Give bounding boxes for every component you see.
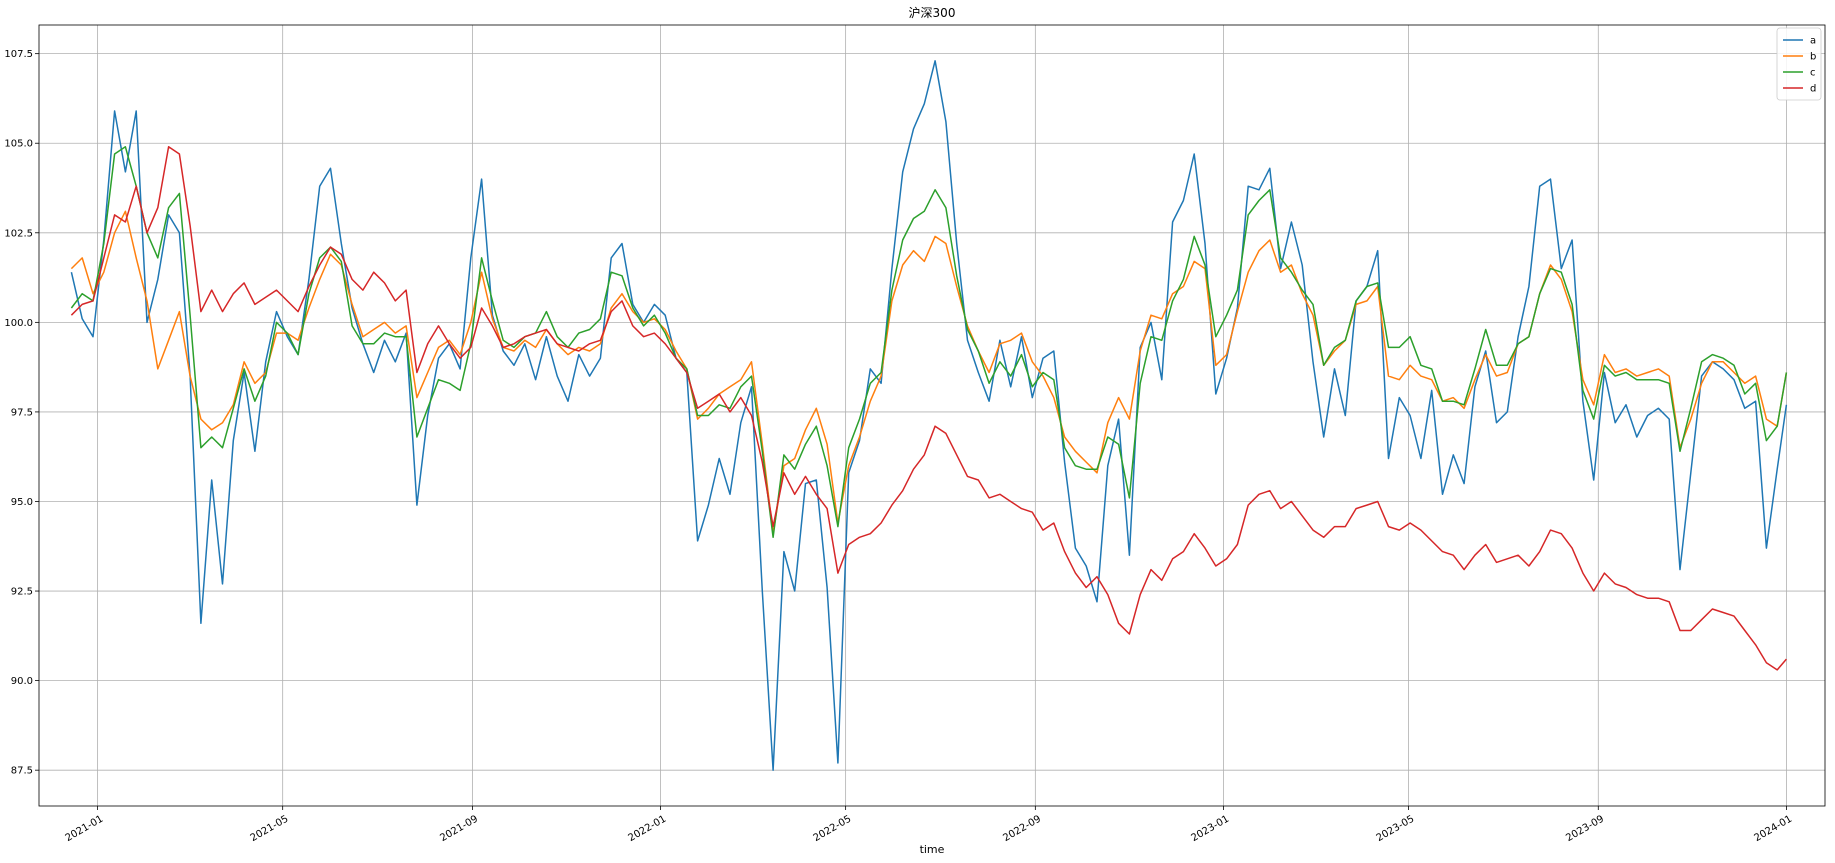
y-tick-label: 95.0 xyxy=(11,497,33,508)
legend-label-d: d xyxy=(1810,84,1816,95)
grid xyxy=(39,25,1825,806)
y-tick-label: 90.0 xyxy=(11,676,33,687)
series-lines xyxy=(70,60,1788,771)
y-tick-label: 107.5 xyxy=(4,49,33,60)
series-line-d xyxy=(70,146,1787,671)
legend-label-a: a xyxy=(1810,36,1816,47)
y-tick-label: 100.0 xyxy=(4,318,33,329)
series-line-c xyxy=(70,146,1788,539)
y-tick-label: 102.5 xyxy=(4,228,33,239)
legend-label-c: c xyxy=(1810,68,1816,79)
series-line-a xyxy=(70,60,1788,771)
y-tick-label: 92.5 xyxy=(11,587,33,598)
legend-label-b: b xyxy=(1810,52,1816,63)
x-axis-label: time xyxy=(920,843,945,856)
plot-frame xyxy=(38,24,1826,807)
series-line-b xyxy=(70,210,1788,535)
y-tick-label: 87.5 xyxy=(11,766,33,777)
legend-box xyxy=(1776,27,1822,101)
y-tick-label: 105.0 xyxy=(4,139,33,150)
chart-title: 沪深300 xyxy=(909,6,956,20)
y-axis-ticks: 87.5 90.0 92.5 95.0 97.5 100.0 102.5 105.0 107.5 xyxy=(4,49,39,777)
y-tick-label: 97.5 xyxy=(11,407,33,418)
